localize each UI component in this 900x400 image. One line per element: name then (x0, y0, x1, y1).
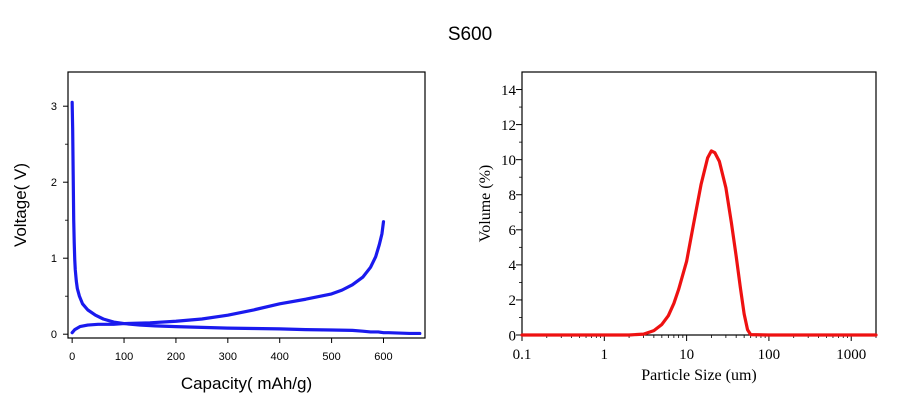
particle-y-tick-label: 10 (501, 153, 516, 169)
particle-y-tick-label: 6 (509, 223, 517, 239)
particle-y-tick-label: 8 (509, 188, 517, 204)
particle-x-axis-label: Particle Size (um) (641, 367, 757, 384)
particle-y-tick-label: 0 (509, 328, 517, 344)
voltage-capacity-chart: 0 100 200 300 400 500 600 0 1 2 3 Capacity( mAh/g) V… (11, 71, 426, 393)
voltage-x-axis-label: Capacity( mAh/g) (181, 374, 312, 393)
particle-x-tick-label: 0.1 (513, 347, 532, 363)
particle-y-axis-label: Volume (%) (477, 165, 494, 242)
voltage-plot-frame (67, 71, 426, 339)
voltage-x-tick-label: 400 (271, 351, 289, 363)
particle-plot-frame (521, 71, 877, 336)
particle-x-tick-label: 100 (758, 347, 781, 363)
voltage-y-tick-label: 0 (51, 329, 57, 341)
particle-y-tick-label: 12 (501, 118, 516, 134)
particle-y-tick-label: 14 (501, 83, 517, 99)
voltage-series-line-1 (70, 220, 386, 335)
figure-title: S600 (448, 24, 492, 45)
voltage-y-tick-label: 1 (51, 253, 57, 265)
voltage-x-tick-label: 100 (115, 351, 133, 363)
voltage-x-tick-label: 500 (322, 351, 340, 363)
particle-series-line-0 (520, 149, 878, 337)
voltage-x-tick-label: 300 (219, 351, 237, 363)
particle-x-tick-label: 1000 (836, 347, 866, 363)
voltage-x-tick-label: 600 (374, 351, 392, 363)
particle-x-tick-label: 10 (679, 347, 694, 363)
particle-x-tick-label: 1 (601, 347, 609, 363)
particle-size-chart: 0.1 1 10 100 1000 0 2 4 6 8 10 12 14 Particle Size (u… (477, 71, 878, 384)
voltage-y-tick-label: 2 (51, 177, 57, 189)
particle-y-tick-label: 4 (509, 258, 517, 274)
voltage-y-axis-label: Voltage( V) (11, 163, 30, 247)
particle-y-tick-label: 2 (509, 293, 517, 309)
voltage-y-tick-label: 3 (51, 101, 57, 113)
voltage-x-tick-label: 0 (69, 351, 75, 363)
voltage-series-line-0 (70, 100, 422, 336)
voltage-x-tick-label: 200 (167, 351, 185, 363)
